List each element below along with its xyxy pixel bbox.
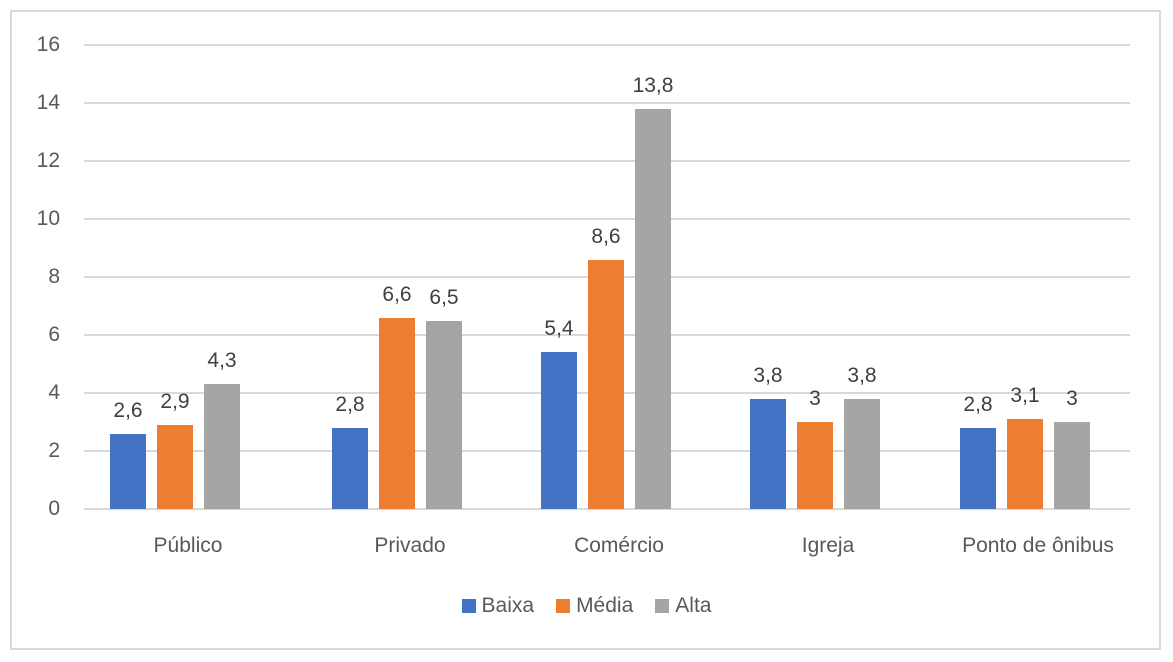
bar-média — [1007, 419, 1043, 509]
legend-label: Baixa — [481, 594, 535, 617]
data-label: 2,8 — [335, 392, 365, 416]
x-category-label: Público — [153, 534, 223, 557]
x-category-label: Igreja — [801, 534, 855, 557]
y-tick-label: 10 — [36, 207, 60, 230]
legend-label: Média — [576, 594, 634, 617]
data-label: 3 — [1066, 387, 1078, 410]
legend: Baixa Média Alta — [0, 594, 1173, 618]
y-tick-label: 6 — [48, 323, 60, 346]
gridline — [84, 218, 1130, 220]
bar-média — [588, 259, 624, 509]
data-label: 2,6 — [113, 398, 143, 422]
bar-média — [379, 317, 415, 509]
data-label: 6,6 — [382, 282, 412, 306]
data-label: 3,8 — [847, 363, 877, 387]
y-tick-label: 0 — [48, 497, 60, 520]
data-label: 13,8 — [632, 73, 674, 97]
gridline — [84, 102, 1130, 104]
data-label: 6,5 — [429, 285, 459, 309]
data-label: 5,4 — [544, 317, 574, 341]
y-tick-label: 14 — [36, 91, 60, 114]
y-tick-label: 8 — [48, 265, 60, 288]
x-category-label: Ponto de ônibus — [962, 534, 1114, 557]
bar-baixa — [960, 427, 996, 509]
gridline — [84, 44, 1130, 46]
x-category-label: Privado — [374, 534, 446, 557]
legend-item-média: Média — [556, 594, 633, 618]
bar-alta — [1054, 422, 1090, 509]
legend-swatch-icon — [556, 599, 571, 613]
bar-alta — [204, 384, 240, 509]
bar-alta — [426, 320, 462, 509]
gridline — [84, 508, 1130, 510]
bar-baixa — [541, 352, 577, 509]
data-label: 2,9 — [160, 389, 190, 413]
data-label: 2,8 — [963, 392, 993, 416]
y-tick-label: 12 — [36, 149, 60, 172]
legend-item-baixa: Baixa — [461, 594, 535, 618]
y-tick-label: 4 — [48, 381, 60, 404]
bar-média — [157, 424, 193, 509]
y-tick-label: 2 — [48, 439, 60, 462]
data-label: 8,6 — [591, 224, 621, 248]
bar-baixa — [332, 427, 368, 509]
legend-swatch-icon — [461, 599, 476, 613]
bar-alta — [844, 398, 880, 509]
gridline — [84, 160, 1130, 162]
bar-baixa — [110, 433, 146, 509]
y-tick-label: 16 — [36, 33, 60, 56]
data-label: 4,3 — [207, 349, 237, 373]
data-label: 3,1 — [1010, 384, 1040, 408]
chart-frame — [10, 10, 1161, 650]
bar-alta — [635, 108, 671, 509]
bar-média — [797, 422, 833, 509]
data-label: 3 — [809, 387, 821, 410]
data-label: 3,8 — [753, 363, 783, 387]
legend-label: Alta — [675, 594, 712, 617]
x-category-label: Comércio — [574, 534, 664, 557]
legend-item-alta: Alta — [655, 594, 711, 618]
legend-swatch-icon — [655, 599, 670, 613]
bar-baixa — [750, 398, 786, 509]
